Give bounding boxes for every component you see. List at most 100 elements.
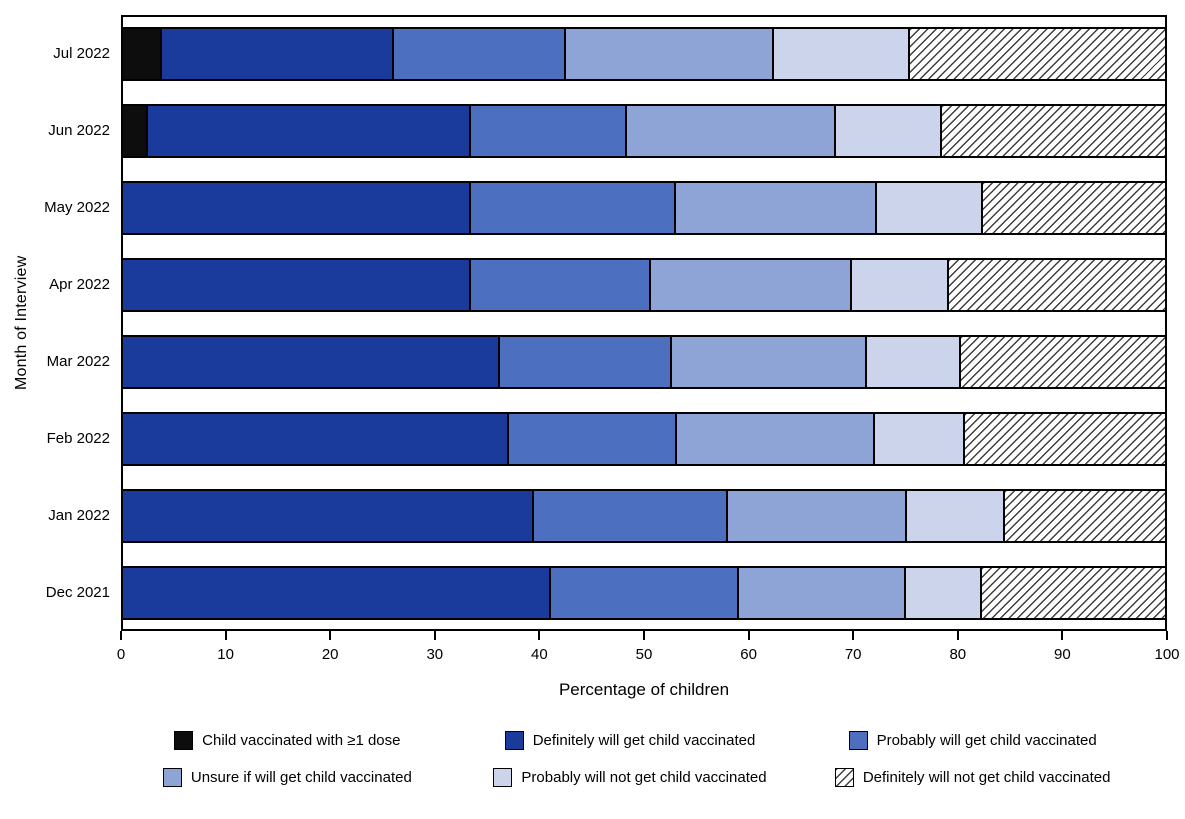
bar-segment bbox=[123, 182, 472, 233]
legend-item: Definitely will get child vaccinated bbox=[463, 731, 798, 750]
bar-segment bbox=[835, 105, 942, 156]
bar-segment bbox=[960, 336, 1165, 387]
x-axis-tick-label: 50 bbox=[635, 646, 653, 663]
legend-swatch bbox=[493, 768, 513, 787]
bar-segment bbox=[906, 490, 1005, 541]
bar-segment bbox=[627, 105, 836, 156]
bar-segment bbox=[148, 105, 472, 156]
bar-segment bbox=[774, 28, 910, 79]
bar-row-jul-2022 bbox=[121, 26, 1167, 81]
x-axis-tick bbox=[120, 631, 122, 640]
legend-swatch bbox=[834, 768, 854, 787]
y-axis-tick-label: Feb 2022 bbox=[46, 430, 110, 447]
legend-label: Probably will not get child vaccinated bbox=[521, 769, 767, 786]
legend-label: Definitely will get child vaccinated bbox=[532, 732, 756, 749]
x-axis-tick-label: 40 bbox=[531, 646, 548, 663]
legend-label: Definitely will not get child vaccinated bbox=[862, 769, 1111, 786]
x-axis-tick bbox=[224, 631, 227, 640]
legend-item: Child vaccinated with ≥1 dose bbox=[120, 731, 455, 750]
bar-segment bbox=[123, 336, 501, 387]
bar-segment bbox=[471, 182, 677, 233]
bar-segment bbox=[866, 336, 961, 387]
legend-swatch bbox=[162, 768, 182, 787]
bar-segment bbox=[533, 490, 729, 541]
x-axis-tick bbox=[852, 631, 855, 640]
x-axis-tick bbox=[538, 631, 541, 640]
bar-segment bbox=[672, 336, 867, 387]
bar-segment bbox=[676, 182, 878, 233]
bar-row-apr-2022 bbox=[121, 257, 1167, 312]
y-axis-tick-label: Mar 2022 bbox=[46, 353, 110, 370]
y-axis-tick-label: Jan 2022 bbox=[48, 507, 110, 524]
x-axis-tick bbox=[433, 631, 436, 640]
bar-segment bbox=[123, 490, 534, 541]
y-axis-tick-label: Jul 2022 bbox=[53, 45, 110, 62]
bar-row-may-2022 bbox=[121, 180, 1167, 235]
bar-segment bbox=[551, 567, 739, 618]
y-axis-tick-label: Jun 2022 bbox=[48, 122, 110, 139]
legend-swatch bbox=[848, 731, 868, 750]
bar-segment bbox=[565, 28, 775, 79]
bar-segment bbox=[471, 105, 628, 156]
bar-segment bbox=[471, 259, 652, 310]
bar-segment bbox=[909, 28, 1165, 79]
x-axis-tick-label: 60 bbox=[740, 646, 757, 663]
x-axis-title: Percentage of children bbox=[558, 680, 730, 699]
y-axis-tick-label: May 2022 bbox=[44, 199, 110, 216]
x-axis-tick-label: 0 bbox=[116, 646, 126, 663]
y-axis-tick-label: Apr 2022 bbox=[49, 276, 110, 293]
bar-segment bbox=[981, 567, 1165, 618]
bar-segment bbox=[964, 413, 1165, 464]
legend: Child vaccinated with ≥1 dose Definitely … bbox=[120, 731, 1140, 787]
legend-item: Unsure if will get child vaccinated bbox=[120, 768, 455, 787]
bar-row-dec-2021 bbox=[121, 565, 1167, 620]
legend-item: Definitely will not get child vaccinated bbox=[805, 768, 1140, 787]
legend-label: Child vaccinated with ≥1 dose bbox=[202, 732, 401, 749]
x-axis-tick-label: 20 bbox=[321, 646, 339, 663]
x-axis-tick-label: 80 bbox=[949, 646, 967, 663]
bar-row-jan-2022 bbox=[121, 488, 1167, 543]
bar-segment bbox=[877, 182, 983, 233]
bar-segment bbox=[852, 259, 950, 310]
x-axis-tick-label: 30 bbox=[426, 646, 444, 663]
x-axis-tick-label: 90 bbox=[1054, 646, 1071, 663]
bar-segment bbox=[677, 413, 876, 464]
x-axis-tick-label: 70 bbox=[844, 646, 862, 663]
bar-segment bbox=[1004, 490, 1165, 541]
bar-segment bbox=[982, 182, 1165, 233]
bar-segment bbox=[949, 259, 1165, 310]
x-axis-tick bbox=[329, 631, 332, 640]
legend-label: Probably will get child vaccinated bbox=[876, 732, 1097, 749]
legend-item: Probably will not get child vaccinated bbox=[463, 768, 798, 787]
legend-item: Probably will get child vaccinated bbox=[805, 731, 1140, 750]
bar-segment bbox=[651, 259, 853, 310]
x-axis-tick-label: 100 bbox=[1154, 646, 1180, 663]
bar-row-jun-2022 bbox=[121, 103, 1167, 158]
bar-segment bbox=[123, 105, 148, 156]
bar-row-mar-2022 bbox=[121, 334, 1167, 389]
bar-segment bbox=[508, 413, 678, 464]
bar-segment bbox=[500, 336, 673, 387]
bar-segment bbox=[738, 567, 906, 618]
bar-segment bbox=[728, 490, 907, 541]
y-axis-labels: Jul 2022 Jun 2022 May 2022 Apr 2022 Mar 2022… bbox=[0, 15, 112, 631]
x-axis: 0 10 20 30 40 50 60 70 80 90 100 bbox=[117, 631, 1180, 677]
bar-segment bbox=[123, 28, 162, 79]
bar-row-feb-2022 bbox=[121, 411, 1167, 466]
bar-segment bbox=[393, 28, 566, 79]
bar-segment bbox=[161, 28, 394, 79]
x-axis-tick bbox=[1166, 631, 1168, 640]
bar-segment bbox=[123, 413, 509, 464]
bar-rows bbox=[121, 15, 1167, 631]
bar-segment bbox=[875, 413, 965, 464]
x-axis-tick bbox=[643, 631, 645, 640]
x-axis-tick bbox=[956, 631, 959, 640]
x-axis-tick-label: 10 bbox=[217, 646, 234, 663]
bar-segment bbox=[905, 567, 982, 618]
legend-label: Unsure if will get child vaccinated bbox=[190, 769, 412, 786]
legend-swatch bbox=[174, 731, 194, 750]
bar-segment bbox=[941, 105, 1165, 156]
bar-segment bbox=[123, 259, 472, 310]
x-axis-tick bbox=[747, 631, 750, 640]
